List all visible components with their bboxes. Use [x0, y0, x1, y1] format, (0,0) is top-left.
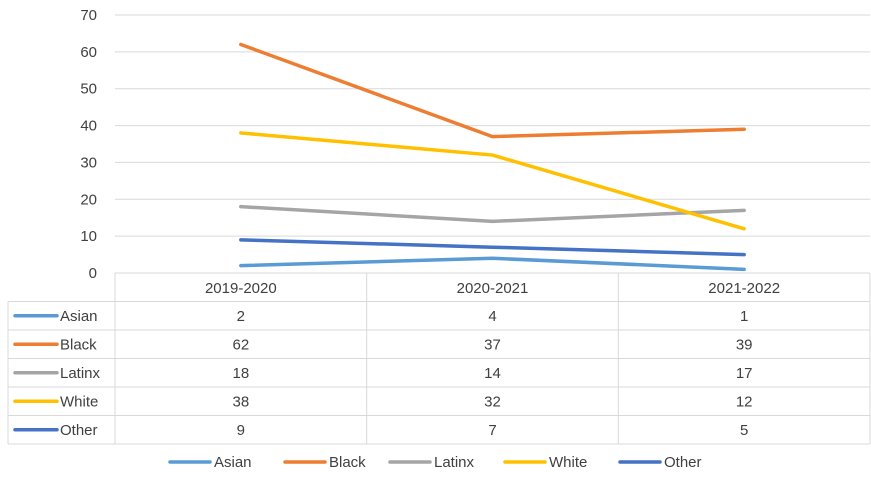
y-tick-label: 40 — [80, 118, 97, 135]
table-value: 39 — [736, 336, 753, 353]
x-category-label: 2021-2022 — [708, 280, 780, 297]
table-value: 4 — [488, 308, 496, 325]
table-value: 12 — [736, 393, 753, 410]
table-value: 9 — [237, 422, 245, 439]
series-line-asian — [239, 256, 746, 272]
table-value: 5 — [740, 422, 748, 439]
legend-label: Black — [329, 454, 366, 471]
table-value: 7 — [488, 422, 496, 439]
table-series-name: Latinx — [60, 365, 101, 382]
table-value: 18 — [232, 365, 249, 382]
y-tick-label: 30 — [80, 154, 97, 171]
table-value: 62 — [232, 336, 249, 353]
y-axis: 0 10 20 30 40 50 60 70 — [80, 7, 97, 282]
table-value: 32 — [484, 393, 501, 410]
x-category-label: 2019-2020 — [205, 280, 277, 297]
gridlines — [115, 14, 870, 237]
table-value: 37 — [484, 336, 501, 353]
legend-label: Other — [664, 454, 702, 471]
table-value: 38 — [232, 393, 249, 410]
legend-label: Asian — [214, 454, 252, 471]
table-value: 14 — [484, 365, 501, 382]
series-line-other — [239, 238, 746, 257]
y-tick-label: 60 — [80, 44, 97, 61]
legend-label: Latinx — [434, 454, 475, 471]
series-line-black — [239, 42, 746, 139]
legend-label: White — [549, 454, 587, 471]
y-tick-label: 70 — [80, 7, 97, 24]
data-table: 2019-2020 2020-2021 2021-2022 Asian 2 4 1 Black… — [7, 272, 871, 445]
y-tick-label: 20 — [80, 191, 97, 208]
table-series-name: Other — [60, 422, 98, 439]
table-series-name: White — [60, 393, 98, 410]
series-line-latinx — [239, 204, 746, 224]
series-line-white — [239, 131, 746, 231]
series-lines — [239, 42, 746, 272]
table-series-name: Black — [60, 336, 97, 353]
table-value: 17 — [736, 365, 753, 382]
legend: Asian Black Latinx White Other — [168, 454, 702, 471]
table-value: 2 — [237, 308, 245, 325]
y-tick-label: 10 — [80, 228, 97, 245]
table-series-name: Asian — [60, 308, 98, 325]
y-tick-label: 0 — [89, 265, 97, 282]
table-value: 1 — [740, 308, 748, 325]
y-tick-label: 50 — [80, 81, 97, 98]
x-category-label: 2020-2021 — [457, 280, 529, 297]
